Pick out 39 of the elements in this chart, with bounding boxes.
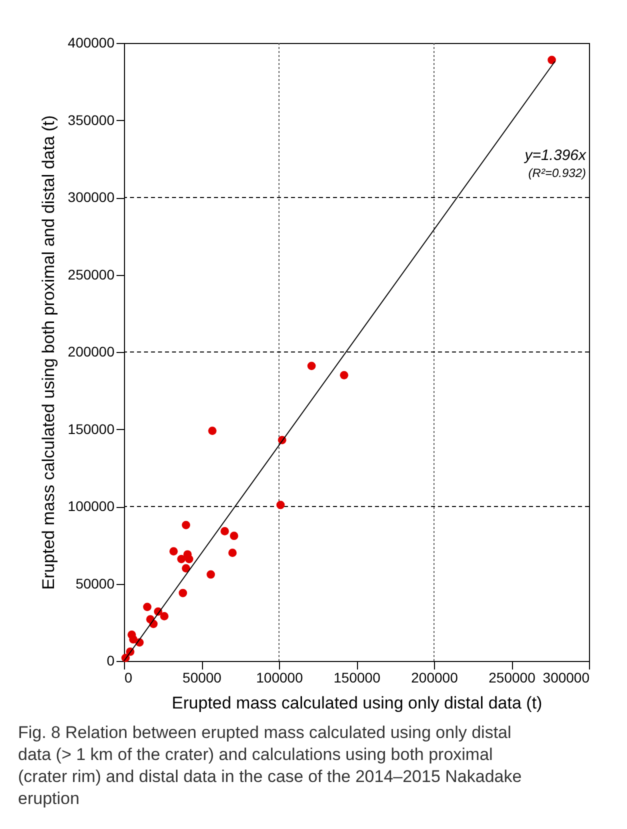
point xyxy=(220,527,229,536)
point xyxy=(129,635,138,644)
y-tick-label: 100000 xyxy=(68,498,115,514)
x-tick-label: 300000 xyxy=(542,670,590,686)
point xyxy=(182,564,190,572)
x-tick-label: 150000 xyxy=(334,670,381,686)
x-tick-label: 200000 xyxy=(411,670,458,686)
point xyxy=(184,554,194,564)
point xyxy=(182,520,190,530)
annotation: y=1.396x xyxy=(524,147,586,164)
x-tick-label: 50000 xyxy=(182,670,222,686)
y-tick-label: 350000 xyxy=(68,112,115,128)
y-tick-label: 250000 xyxy=(68,266,115,282)
point xyxy=(169,547,178,556)
y-tick-label: 300000 xyxy=(68,189,115,205)
point xyxy=(160,612,168,620)
point xyxy=(228,548,237,558)
y-tick-label: 400000 xyxy=(68,34,115,50)
y-tick-label: 50000 xyxy=(76,575,115,592)
point xyxy=(548,56,556,64)
text: Fig. 8 Relation between erupted mass calculated using only distal data (> 1 km of the crater) and calculations using both proximal (crater rim) and distal data in the case of the 2014–2015 Nakadake eruption xyxy=(18,723,522,808)
y-tick-label: 150000 xyxy=(68,420,115,437)
y-tick-label: 200000 xyxy=(68,344,115,360)
x-tick-label: 0 xyxy=(124,670,132,686)
point xyxy=(177,554,186,564)
point xyxy=(208,426,217,435)
point xyxy=(230,532,238,540)
x-tick-label: 250000 xyxy=(488,670,536,686)
point xyxy=(206,570,215,579)
annotation: (R²=0.932) xyxy=(528,166,586,180)
x-tick-label: 100000 xyxy=(256,670,304,686)
point xyxy=(340,371,348,380)
point xyxy=(307,362,316,370)
point xyxy=(143,602,152,612)
point xyxy=(178,588,188,598)
y-axis-title: Erupted mass calculated using both proximal and distal data (t) xyxy=(38,115,58,590)
point xyxy=(276,500,285,510)
x-axis-title: Erupted mass calculated using only distal data (t) xyxy=(172,694,542,712)
y-tick-label: 0 xyxy=(106,652,115,668)
